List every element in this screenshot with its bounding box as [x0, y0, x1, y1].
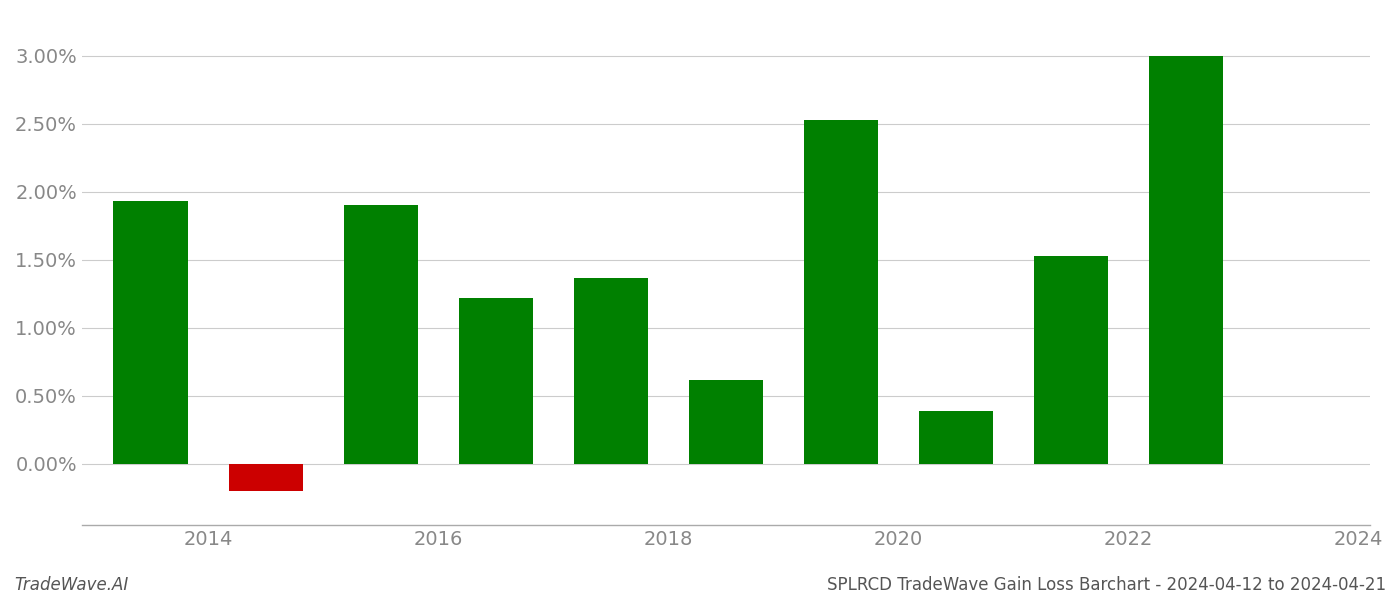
Bar [1033, 256, 1109, 464]
Bar [343, 205, 419, 464]
Bar [1148, 56, 1224, 464]
Bar [804, 120, 878, 464]
Text: TradeWave.AI: TradeWave.AI [14, 576, 129, 594]
Bar [918, 411, 994, 464]
Bar [459, 298, 533, 464]
Bar [689, 380, 763, 464]
Bar [113, 202, 188, 464]
Bar [228, 464, 304, 491]
Text: SPLRCD TradeWave Gain Loss Barchart - 2024-04-12 to 2024-04-21: SPLRCD TradeWave Gain Loss Barchart - 20… [827, 576, 1386, 594]
Bar [574, 278, 648, 464]
